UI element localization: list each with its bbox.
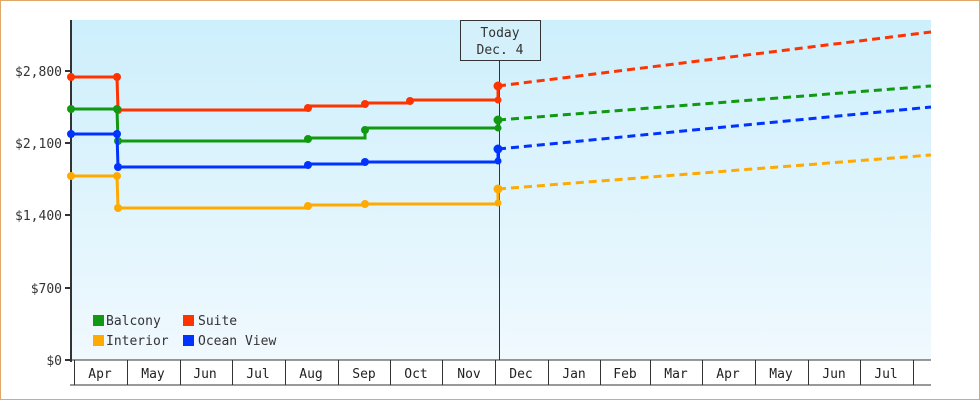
x-tick-label: May bbox=[141, 367, 165, 382]
x-tick-label: Sep bbox=[352, 367, 376, 382]
legend-swatch-suite bbox=[183, 315, 194, 326]
x-tick-label: Jul bbox=[874, 367, 897, 382]
x-tick-label: Jul bbox=[246, 367, 269, 382]
y-tick-label: $2,100 bbox=[15, 137, 62, 152]
legend-item-balcony[interactable]: Balcony bbox=[93, 314, 161, 329]
legend-item-interior[interactable]: Interior bbox=[93, 334, 169, 349]
y-ticks: $0 $700 $1,400 $2,100 $2,800 bbox=[15, 65, 71, 369]
series-ocean-view bbox=[67, 105, 932, 171]
x-tick-label: Apr bbox=[716, 367, 740, 382]
legend-label: Suite bbox=[198, 314, 237, 329]
y-tick-label: $0 bbox=[46, 354, 62, 369]
legend-label: Interior bbox=[106, 334, 169, 349]
legend-item-ocean-view[interactable]: Ocean View bbox=[183, 334, 276, 349]
x-axis: Apr May Jun Jul Aug Sep Oct Nov Dec Jan … bbox=[70, 359, 931, 386]
x-tick-label: Mar bbox=[664, 367, 688, 382]
legend-label: Ocean View bbox=[198, 334, 276, 349]
series-balcony bbox=[67, 84, 932, 145]
series-interior bbox=[67, 153, 932, 212]
x-tick-label: Aug bbox=[299, 367, 322, 382]
x-tick-label: May bbox=[769, 367, 793, 382]
x-tick-label: Jun bbox=[822, 367, 845, 382]
legend-label: Balcony bbox=[106, 314, 161, 329]
legend-swatch-ocean-view bbox=[183, 335, 194, 346]
x-tick-label: Jan bbox=[562, 367, 585, 382]
today-date: Dec. 4 bbox=[477, 43, 524, 58]
today-label: Today bbox=[480, 26, 519, 41]
y-tick-label: $1,400 bbox=[15, 209, 62, 224]
legend-swatch-balcony bbox=[93, 315, 104, 326]
x-tick-label: Apr bbox=[88, 367, 112, 382]
today-marker: Today Dec. 4 bbox=[460, 20, 541, 360]
x-tick-label: Oct bbox=[404, 367, 427, 382]
x-tick-label: Feb bbox=[613, 367, 637, 382]
legend-swatch-interior bbox=[93, 335, 104, 346]
y-tick-label: $700 bbox=[31, 282, 62, 297]
x-tick-label: Jun bbox=[193, 367, 216, 382]
legend-item-suite[interactable]: Suite bbox=[183, 314, 237, 329]
x-tick-label: Dec bbox=[509, 367, 532, 382]
y-tick-label: $2,800 bbox=[15, 65, 62, 80]
x-tick-label: Nov bbox=[457, 367, 481, 382]
legend: Balcony Suite Interior Ocean View bbox=[93, 314, 276, 349]
